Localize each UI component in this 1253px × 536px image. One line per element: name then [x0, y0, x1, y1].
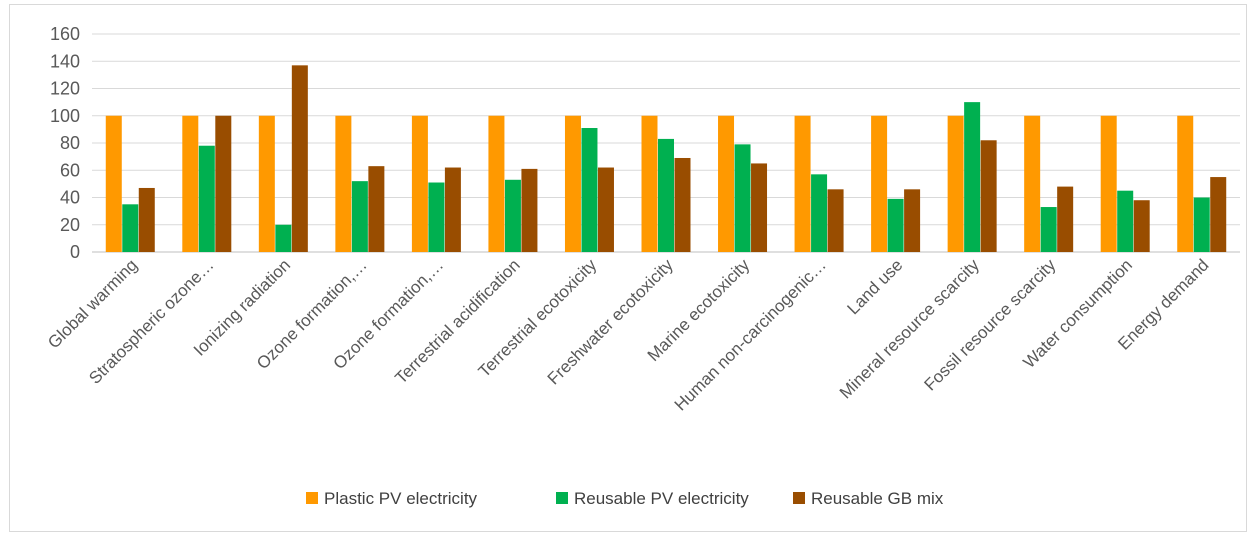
bar: [198, 145, 215, 252]
bar: [368, 166, 385, 252]
x-category-label: Freshwater ecotoxicity: [544, 255, 677, 388]
bar: [122, 204, 139, 252]
y-axis-tick-labels: 0 20 40 60 80 100 120 140 160: [50, 24, 80, 262]
bar: [215, 115, 232, 252]
bar: [275, 224, 292, 252]
bar: [658, 138, 674, 252]
bar: [1100, 115, 1117, 252]
bar: [1133, 200, 1150, 252]
bar: [904, 189, 921, 252]
legend-label: Reusable GB mix: [811, 489, 944, 508]
legend-swatch: [556, 492, 568, 504]
y-tick-label: 0: [70, 242, 80, 262]
bar: [258, 115, 275, 252]
bar: [444, 167, 461, 252]
bar: [751, 163, 768, 252]
bar: [674, 157, 691, 252]
bar: [1024, 115, 1041, 252]
bar: [411, 115, 428, 252]
bar: [581, 128, 598, 252]
bar: [488, 115, 505, 252]
x-category-label: Stratospheric ozone…: [85, 255, 217, 387]
bar: [182, 115, 199, 252]
bar: [521, 168, 538, 252]
legend: Plastic PV electricity Reusable PV electr…: [306, 489, 944, 508]
bar: [138, 187, 155, 252]
x-category-label: Mineral resource scarcity: [836, 255, 983, 402]
bar: [105, 115, 122, 252]
bar: [1210, 177, 1227, 252]
bar: [794, 115, 811, 252]
bar: [428, 182, 445, 252]
bar: [564, 115, 581, 252]
legend-swatch: [793, 492, 805, 504]
bar: [641, 115, 658, 252]
legend-label: Plastic PV electricity: [324, 489, 478, 508]
chart-area: [9, 4, 1247, 532]
legend-swatch: [306, 492, 318, 504]
y-tick-label: 40: [60, 188, 80, 208]
x-category-label: Fossil resource scarcity: [920, 255, 1059, 394]
bar: [1057, 186, 1074, 252]
bar: [871, 115, 888, 252]
bar: [351, 181, 368, 252]
bar: [1117, 190, 1134, 252]
bar: [887, 198, 904, 252]
bar: [1177, 115, 1194, 252]
x-category-label: Land use: [844, 255, 907, 318]
bar: [1193, 197, 1210, 252]
y-tick-label: 80: [60, 133, 80, 153]
bar: [827, 189, 844, 252]
y-tick-label: 60: [60, 160, 80, 180]
bar: [947, 115, 964, 252]
bar: [504, 179, 521, 252]
bar: [291, 65, 308, 253]
y-tick-label: 140: [50, 51, 80, 71]
y-tick-label: 20: [60, 215, 80, 235]
bar: [1040, 207, 1057, 252]
y-tick-label: 100: [50, 106, 80, 126]
bar: [734, 144, 751, 252]
bars: [105, 65, 1227, 253]
bar: [811, 174, 828, 252]
y-tick-label: 120: [50, 79, 80, 99]
x-category-label: Terrestrial acidification: [391, 255, 523, 387]
bar: [335, 115, 352, 252]
bar: [964, 102, 981, 252]
bar: [718, 115, 735, 252]
bar: [597, 167, 614, 252]
y-tick-label: 160: [50, 24, 80, 44]
legend-label: Reusable PV electricity: [574, 489, 749, 508]
bar: [980, 140, 997, 252]
x-category-label: Human non-carcinogenic…: [671, 255, 830, 414]
